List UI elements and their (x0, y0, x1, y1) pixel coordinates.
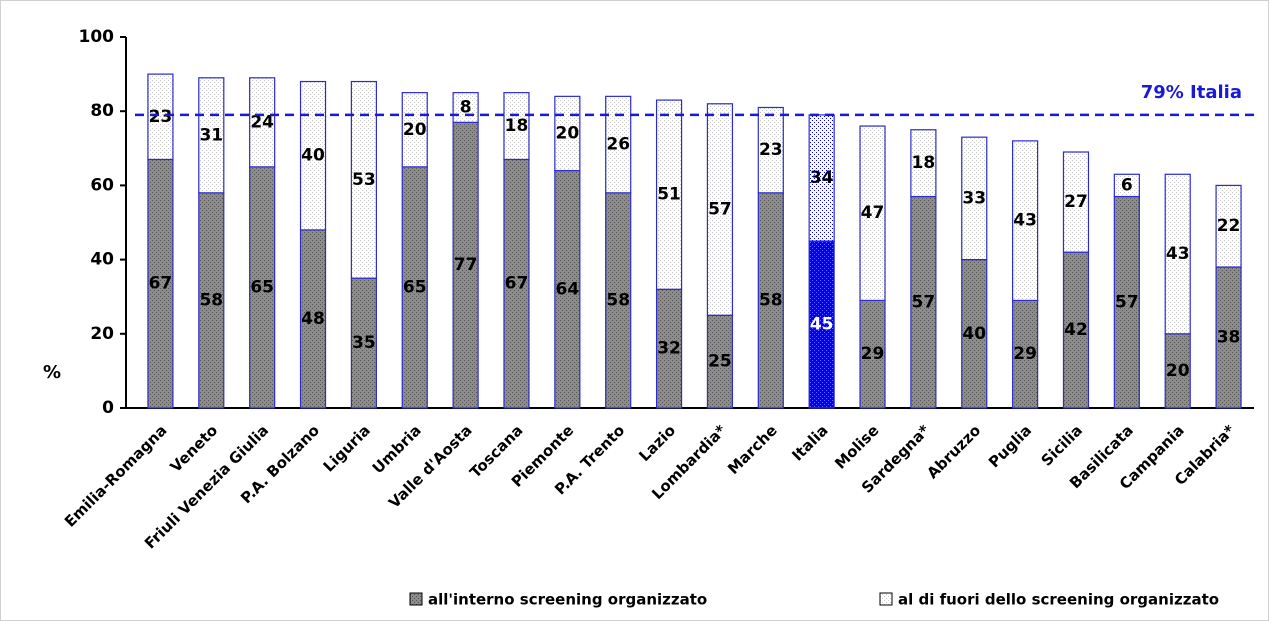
data-label: 43 (1166, 244, 1190, 264)
bar-segment (859, 299, 886, 409)
bar-segment (147, 158, 174, 409)
legend-label: all'interno screening organizzato (428, 591, 707, 609)
bar-segment (249, 77, 276, 168)
data-label: 53 (352, 170, 376, 190)
data-label: 48 (301, 309, 325, 329)
data-label: 6 (1121, 175, 1133, 195)
bar-segment (808, 240, 835, 409)
data-label: 18 (505, 116, 529, 136)
bar-segment (452, 92, 479, 123)
bar-segment (1215, 184, 1242, 268)
bar-segment (350, 277, 377, 409)
data-label: 65 (250, 277, 274, 297)
bar-segment (401, 92, 428, 168)
legend-swatch (879, 592, 893, 606)
bar-segment (452, 121, 479, 409)
data-label: 18 (912, 153, 936, 173)
bar-segment (706, 314, 734, 409)
data-label: 57 (912, 292, 936, 312)
bar-segment (910, 129, 937, 198)
bar-segment (554, 169, 581, 409)
bar-segment (1164, 333, 1191, 409)
bar-segment (401, 166, 428, 409)
bar-segment (1113, 195, 1140, 409)
bar-segment (554, 95, 581, 172)
bar-segment (655, 288, 683, 409)
bar-segment (605, 95, 632, 194)
data-label: 51 (657, 185, 681, 205)
bar-segment (299, 80, 327, 231)
data-label: 40 (301, 146, 325, 166)
bar-segment (198, 192, 225, 409)
data-label: 45 (810, 315, 834, 335)
data-label: 23 (759, 140, 783, 160)
data-label: 35 (352, 333, 376, 353)
data-label: 20 (403, 120, 427, 140)
data-label: 24 (250, 112, 274, 132)
bar-segment (1164, 173, 1191, 335)
bar-segment (910, 195, 937, 409)
data-label: 58 (759, 290, 783, 310)
bar-segment (757, 106, 784, 194)
data-label: 77 (454, 255, 478, 275)
y-tick-label: 100 (79, 27, 115, 47)
bar-segment (1062, 251, 1090, 409)
data-label: 33 (962, 188, 986, 208)
bar-segment (1113, 173, 1140, 198)
legend-label: al di fuori dello screening organizzato (898, 591, 1219, 609)
y-tick-label: 40 (90, 250, 114, 270)
bar-segment (859, 125, 886, 302)
reference-label: 79% Italia (1141, 82, 1242, 103)
data-label: 25 (708, 352, 732, 372)
data-label: 57 (708, 200, 732, 220)
data-label: 67 (149, 274, 173, 294)
data-label: 65 (403, 277, 427, 297)
data-label: 29 (1013, 344, 1037, 364)
bar-segment (706, 103, 734, 316)
data-label: 20 (1166, 361, 1190, 381)
bar-segment (1062, 151, 1090, 253)
bar-segment (503, 92, 530, 161)
data-label: 43 (1013, 211, 1037, 231)
bar-segment (503, 158, 530, 409)
y-tick-label: 80 (90, 101, 114, 121)
data-label: 57 (1115, 292, 1139, 312)
data-label: 64 (556, 279, 580, 299)
data-label: 22 (1217, 216, 1241, 236)
data-label: 34 (810, 168, 834, 188)
y-tick-label: 60 (90, 175, 114, 195)
bar-segment (1215, 266, 1242, 409)
bar-segment (249, 166, 276, 409)
bar-segment (1012, 140, 1039, 302)
data-label: 58 (606, 290, 630, 310)
bar-segment (198, 77, 225, 194)
data-label: 58 (199, 290, 223, 310)
y-tick-label: 0 (102, 398, 114, 418)
bar-segment (1012, 299, 1039, 409)
data-label: 27 (1064, 192, 1088, 212)
bar-segment (961, 136, 988, 261)
y-tick-label: 20 (90, 324, 114, 344)
data-label: 29 (861, 344, 885, 364)
data-label: 47 (861, 203, 885, 223)
bar-segment (147, 73, 174, 161)
data-label: 38 (1217, 328, 1241, 348)
data-label: 26 (606, 135, 630, 155)
data-label: 8 (460, 97, 472, 117)
data-label: 32 (657, 339, 681, 359)
y-axis-label: % (43, 362, 61, 383)
bar-segment (655, 99, 683, 290)
data-label: 23 (149, 107, 173, 127)
data-label: 42 (1064, 320, 1088, 340)
legend-swatch (409, 592, 423, 606)
bar-segment (299, 229, 327, 409)
data-label: 67 (505, 274, 529, 294)
data-label: 20 (556, 123, 580, 143)
data-label: 40 (962, 324, 986, 344)
bar-segment (808, 114, 835, 242)
data-label: 31 (199, 125, 223, 145)
